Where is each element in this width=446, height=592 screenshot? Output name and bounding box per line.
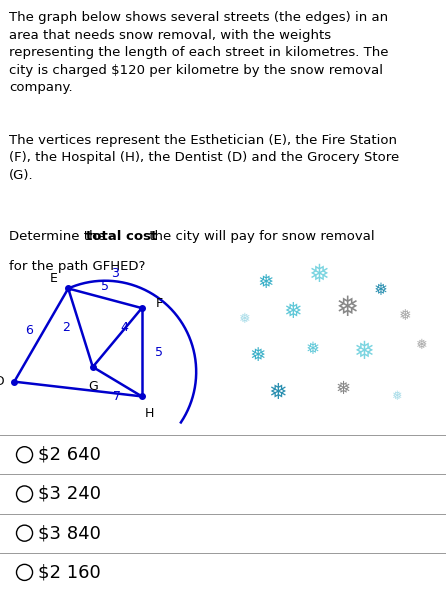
Text: 5: 5 [155,346,163,359]
Text: total cost: total cost [86,230,157,243]
Text: $2 640: $2 640 [38,446,101,464]
Text: ❅: ❅ [336,294,359,322]
Text: $2 160: $2 160 [38,564,101,581]
Text: ❅: ❅ [399,308,411,323]
Text: 2: 2 [62,321,70,334]
Text: 5: 5 [101,279,109,292]
Text: ❅: ❅ [268,382,287,403]
Text: $3 240: $3 240 [38,485,101,503]
Text: E: E [50,272,58,285]
Text: ❅: ❅ [353,340,375,364]
Text: for the path GFHED?: for the path GFHED? [9,260,145,274]
Text: 3: 3 [111,267,119,280]
Text: H: H [145,407,154,420]
Text: 4: 4 [121,321,128,334]
Text: D: D [0,375,4,388]
Text: ❅: ❅ [306,340,320,358]
Text: ❅: ❅ [392,390,402,403]
Text: ❅: ❅ [308,263,329,287]
Text: G: G [88,380,98,393]
Text: 7: 7 [113,390,121,403]
Text: $3 840: $3 840 [38,524,101,542]
Text: F: F [156,297,162,310]
Text: 6: 6 [25,324,33,337]
Text: the city will pay for snow removal: the city will pay for snow removal [145,230,375,243]
Text: The vertices represent the Esthetician (E), the Fire Station
(F), the Hospital (: The vertices represent the Esthetician (… [9,134,399,182]
Text: ❅: ❅ [239,312,251,326]
Text: ❅: ❅ [373,281,387,299]
Text: Determine the: Determine the [9,230,110,243]
Text: ❅: ❅ [416,338,427,352]
Text: ❅: ❅ [336,380,351,398]
Text: The graph below shows several streets (the edges) in an
area that needs snow rem: The graph below shows several streets (t… [9,11,388,94]
Text: ❅: ❅ [283,302,301,322]
Text: ❅: ❅ [249,346,265,365]
Text: ❅: ❅ [257,273,274,292]
